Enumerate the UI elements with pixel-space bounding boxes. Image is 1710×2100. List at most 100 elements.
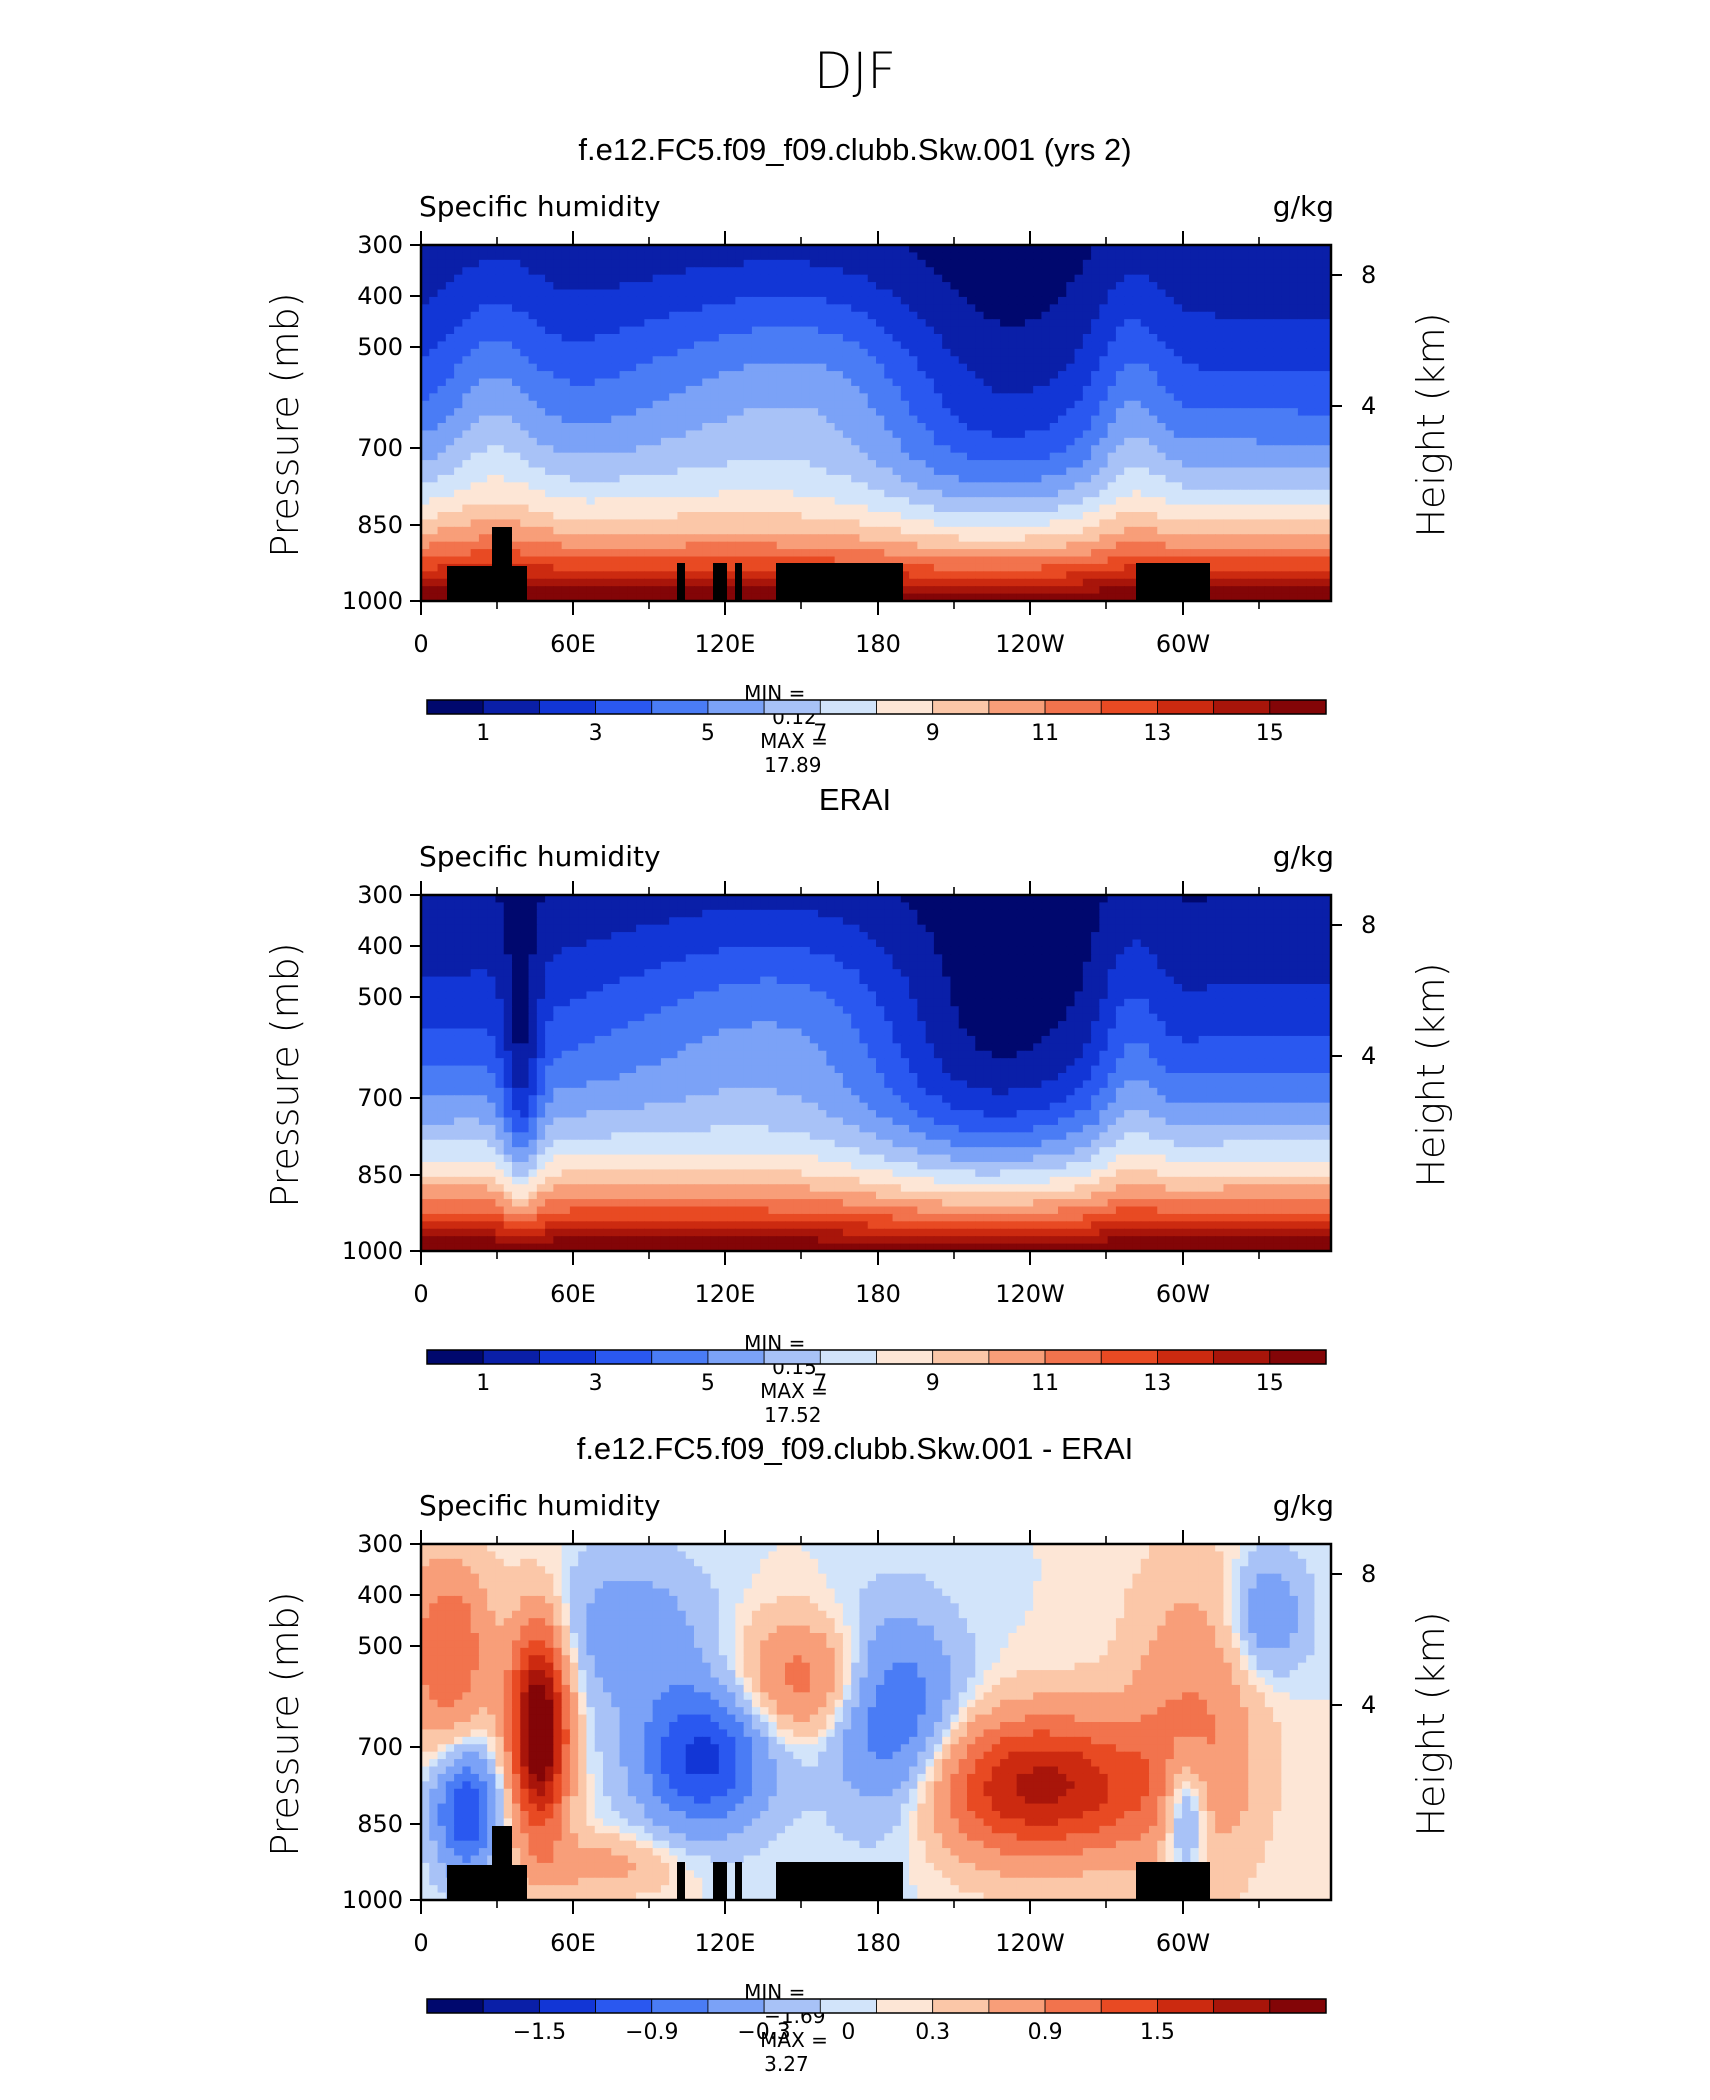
heatmap-cell [503,437,513,446]
heatmap-cell [1082,259,1092,268]
heatmap-cell [660,245,670,254]
heatmap-cell [478,400,488,409]
heatmap-cell [991,489,1001,498]
heatmap-cell [1198,245,1208,254]
heatmap-cell [1273,549,1282,558]
heatmap-cell [1082,341,1092,350]
heatmap-cell [545,378,554,387]
heatmap-cell [437,385,447,394]
heatmap-cell [1074,267,1084,276]
heatmap-cell [1115,504,1125,513]
heatmap-cell [991,445,1001,454]
heatmap-cell [462,467,472,476]
heatmap-cell [909,512,918,521]
heatmap-cell [826,274,836,283]
heatmap-cell [1231,467,1241,476]
heatmap-cell [991,363,1001,372]
heatmap-cell [1173,341,1183,350]
heatmap-cell [528,341,538,350]
heatmap-cell [751,452,761,461]
heatmap-cell [536,311,546,320]
heatmap-cell [677,556,687,565]
heatmap-cell [867,437,877,446]
heatmap-cell [1289,571,1299,580]
heatmap-cell [760,519,770,528]
heatmap-cell [660,393,670,402]
heatmap-cell [569,541,579,550]
heatmap-cell [751,400,761,409]
heatmap-cell [967,319,976,328]
heatmap-cell [611,571,621,580]
heatmap-cell [1165,393,1175,402]
heatmap-cell [454,334,463,343]
heatmap-cell [743,378,753,387]
heatmap-cell [1206,319,1216,328]
heatmap-cell [1149,460,1158,469]
heatmap-cell [1041,519,1051,528]
heatmap-cell [776,319,786,328]
heatmap-cell [1264,356,1274,365]
heatmap-cell [578,563,588,572]
heatmap-cell [793,319,803,328]
heatmap-cell [1314,348,1324,357]
heatmap-cell [1024,519,1034,528]
heatmap-cell [1182,534,1191,543]
heatmap-cell [702,415,712,424]
heatmap-cell [718,274,728,283]
chart-panel-model: f.e12.FC5.f09_f09.clubb.Skw.001 (yrs 2) … [0,0,1710,777]
heatmap-cell [702,378,712,387]
heatmap-cell [1058,563,1067,572]
heatmap-cell [611,334,621,343]
heatmap-cell [669,578,679,587]
heatmap-cell [478,274,488,283]
heatmap-cell [594,296,604,305]
heatmap-cell [958,512,968,521]
heatmap-cell [1008,393,1018,402]
heatmap-cell [834,423,844,432]
heatmap-cell [512,296,521,305]
heatmap-cell [636,363,645,372]
heatmap-cell [1281,556,1291,565]
heatmap-cell [694,385,703,394]
heatmap-cell [619,348,629,357]
heatmap-cell [1033,430,1043,439]
heatmap-cell [917,489,927,498]
heatmap-cell [528,408,538,417]
heatmap-cell [677,289,687,298]
heatmap-cell [1157,430,1167,439]
heatmap-cell [685,393,695,402]
heatmap-cell [685,467,695,476]
heatmap-cell [958,304,968,313]
heatmap-cell [1132,385,1142,394]
heatmap-cell [1066,400,1076,409]
heatmap-cell [1281,534,1291,543]
heatmap-cell [1264,371,1274,380]
heatmap-cell [1132,304,1142,313]
heatmap-cell [1107,563,1117,572]
heatmap-cell [1033,311,1043,320]
heatmap-cell [1149,341,1158,350]
heatmap-cell [751,245,761,254]
heatmap-cell [561,289,571,298]
heatmap-cell [1049,289,1059,298]
heatmap-cell [917,467,927,476]
heatmap-cell [1033,541,1043,550]
heatmap-cell [1215,563,1225,572]
heatmap-cell [793,460,803,469]
heatmap-cell [1322,556,1332,565]
heatmap-cell [1000,423,1009,432]
heatmap-cell [1256,385,1266,394]
heatmap-cell [636,445,645,454]
heatmap-cell [636,415,645,424]
heatmap-cell [454,311,463,320]
heatmap-cell [1000,356,1009,365]
heatmap-cell [1297,504,1307,513]
heatmap-cell [876,423,885,432]
heatmap-cell [1248,526,1258,535]
heatmap-cell [1322,296,1332,305]
heatmap-cell [1149,348,1158,357]
heatmap-cell [859,348,869,357]
heatmap-cell [983,526,993,535]
heatmap-cell [1033,274,1043,283]
heatmap-cell [1240,460,1249,469]
